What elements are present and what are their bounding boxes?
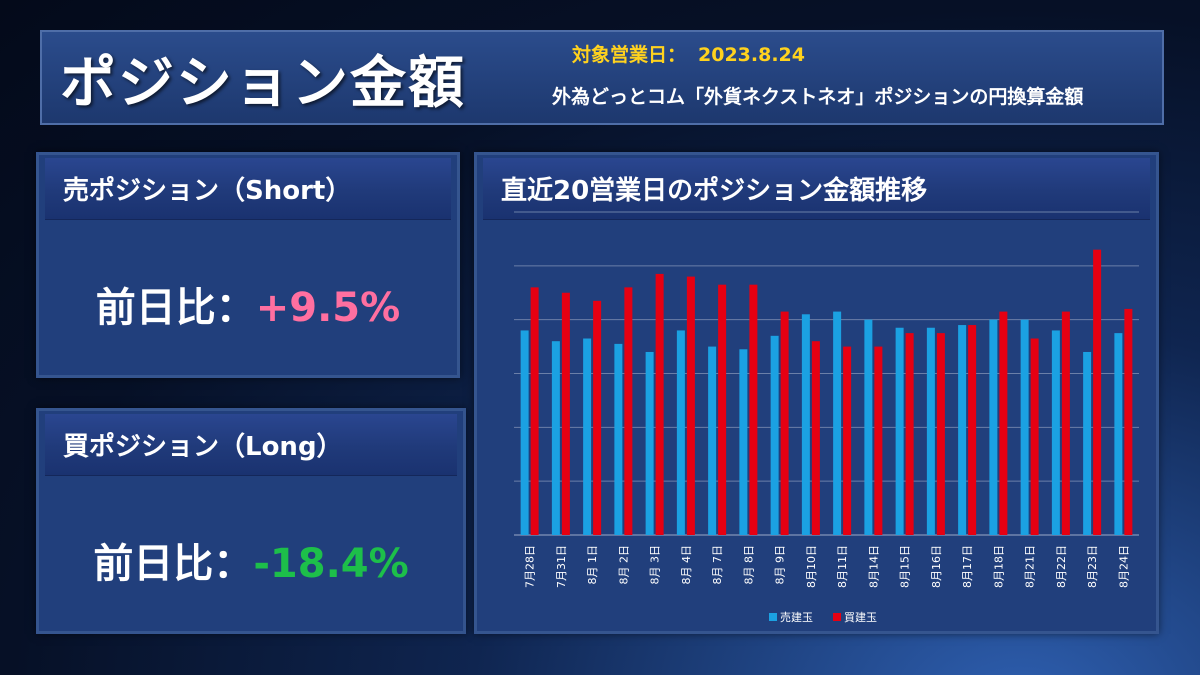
x-tick-label: 8月21日: [1024, 545, 1037, 588]
short-bar: [551, 341, 560, 535]
short-panel: 売ポジション（Short） 前日比：+9.5%: [36, 152, 460, 378]
long-bar: [811, 341, 820, 535]
long-bar: [905, 333, 914, 535]
long-bar: [1061, 311, 1070, 535]
short-bar: [520, 330, 529, 535]
short-bar: [583, 338, 592, 535]
short-bar: [645, 351, 654, 535]
x-tick-label: 8月 4日: [680, 545, 693, 585]
x-tick-label: 8月11日: [836, 545, 849, 588]
x-tick-label: 8月23日: [1086, 545, 1099, 588]
legend-short-label: 売建玉: [780, 610, 813, 624]
long-bar: [655, 273, 664, 535]
x-tick-label: 8月 1日: [586, 545, 599, 585]
x-tick-label: 8月 7日: [711, 545, 724, 585]
x-tick-label: 8月18日: [992, 545, 1005, 588]
short-bar: [833, 311, 842, 535]
long-panel-title: 買ポジション（Long）: [63, 432, 343, 462]
short-bar: [1114, 333, 1123, 535]
short-bar: [864, 319, 873, 535]
x-tick-label: 8月10日: [805, 545, 818, 588]
long-bar: [530, 287, 539, 535]
position-chart: 7月28日 7月31日 8月 1日 8月 2日 8月 3日 8月 4日 8月 7日 8月 8日…: [514, 211, 1139, 624]
x-tick-label: 8月15日: [899, 545, 912, 588]
short-ratio-label: 前日比：: [95, 285, 256, 331]
long-bar: [936, 333, 945, 535]
long-bar: [843, 346, 852, 535]
x-tick-label: 8月22日: [1055, 545, 1068, 588]
short-ratio: 前日比：+9.5%: [39, 275, 457, 333]
short-bar: [614, 343, 623, 535]
long-bar: [968, 325, 977, 535]
long-panel-header: 買ポジション（Long）: [45, 414, 457, 476]
long-panel: 買ポジション（Long） 前日比：-18.4%: [36, 408, 466, 634]
short-ratio-value: +9.5%: [255, 285, 401, 331]
x-tick-label: 8月 2日: [617, 545, 630, 585]
long-bar: [686, 276, 695, 535]
short-bar: [895, 327, 904, 535]
title-bar: ポジション金額 対象営業日： 2023.8.24 外為どっとコム「外貨ネクストネオ…: [40, 30, 1164, 125]
x-tick-label: 8月 3日: [649, 545, 662, 585]
page-subtitle: 外為どっとコム「外貨ネクストネオ」ポジションの円換算金額: [552, 86, 1084, 108]
short-bar: [739, 349, 748, 535]
long-bar: [780, 311, 789, 535]
short-panel-header: 売ポジション（Short）: [45, 158, 451, 220]
long-bar: [749, 284, 758, 535]
short-bar: [770, 335, 779, 535]
x-tick-label: 7月28日: [524, 545, 537, 588]
x-tick-label: 8月 9日: [774, 545, 787, 585]
long-bar: [999, 311, 1008, 535]
long-bar: [1124, 308, 1133, 535]
short-bar: [801, 314, 810, 535]
legend-long-label: 買建玉: [844, 610, 877, 624]
chart-panel: 直近20営業日のポジション金額推移 7月28日 7月31日 8月 1日 8月 2日 8月…: [474, 152, 1159, 634]
long-bar: [1093, 249, 1102, 535]
x-tick-label: 8月14日: [867, 545, 880, 588]
date-value: 2023.8.24: [698, 44, 805, 66]
long-ratio-value: -18.4%: [253, 541, 409, 587]
long-bar: [1030, 338, 1039, 535]
short-bar: [676, 330, 685, 535]
long-bar: [561, 292, 570, 535]
long-bar: [593, 300, 602, 535]
x-tick-label: 8月 8日: [742, 545, 755, 585]
long-ratio: 前日比：-18.4%: [39, 531, 463, 589]
chart-panel-title: 直近20営業日のポジション金額推移: [501, 176, 928, 206]
page-title: ポジション金額: [60, 51, 466, 116]
short-bar: [708, 346, 717, 535]
short-panel-title: 売ポジション（Short）: [63, 176, 352, 206]
legend-short-swatch: [769, 613, 777, 621]
x-tick-label: 7月31日: [555, 545, 568, 588]
x-tick-label: 8月24日: [1117, 545, 1130, 588]
short-bar: [926, 327, 935, 535]
x-tick-label: 8月17日: [961, 545, 974, 588]
long-bar: [874, 346, 883, 535]
short-bar: [1051, 330, 1060, 535]
legend-long-swatch: [833, 613, 841, 621]
long-bar: [624, 287, 633, 535]
chart-panel-header: 直近20営業日のポジション金額推移: [483, 158, 1150, 220]
long-ratio-label: 前日比：: [93, 541, 254, 587]
short-bar: [1020, 319, 1029, 535]
date-label: 対象営業日：: [572, 44, 687, 66]
short-bar: [989, 319, 998, 535]
short-bar: [1083, 351, 1092, 535]
x-tick-label: 8月16日: [930, 545, 943, 588]
short-bar: [958, 325, 967, 535]
date-line: 対象営業日： 2023.8.24: [572, 40, 805, 67]
long-bar: [718, 284, 727, 535]
